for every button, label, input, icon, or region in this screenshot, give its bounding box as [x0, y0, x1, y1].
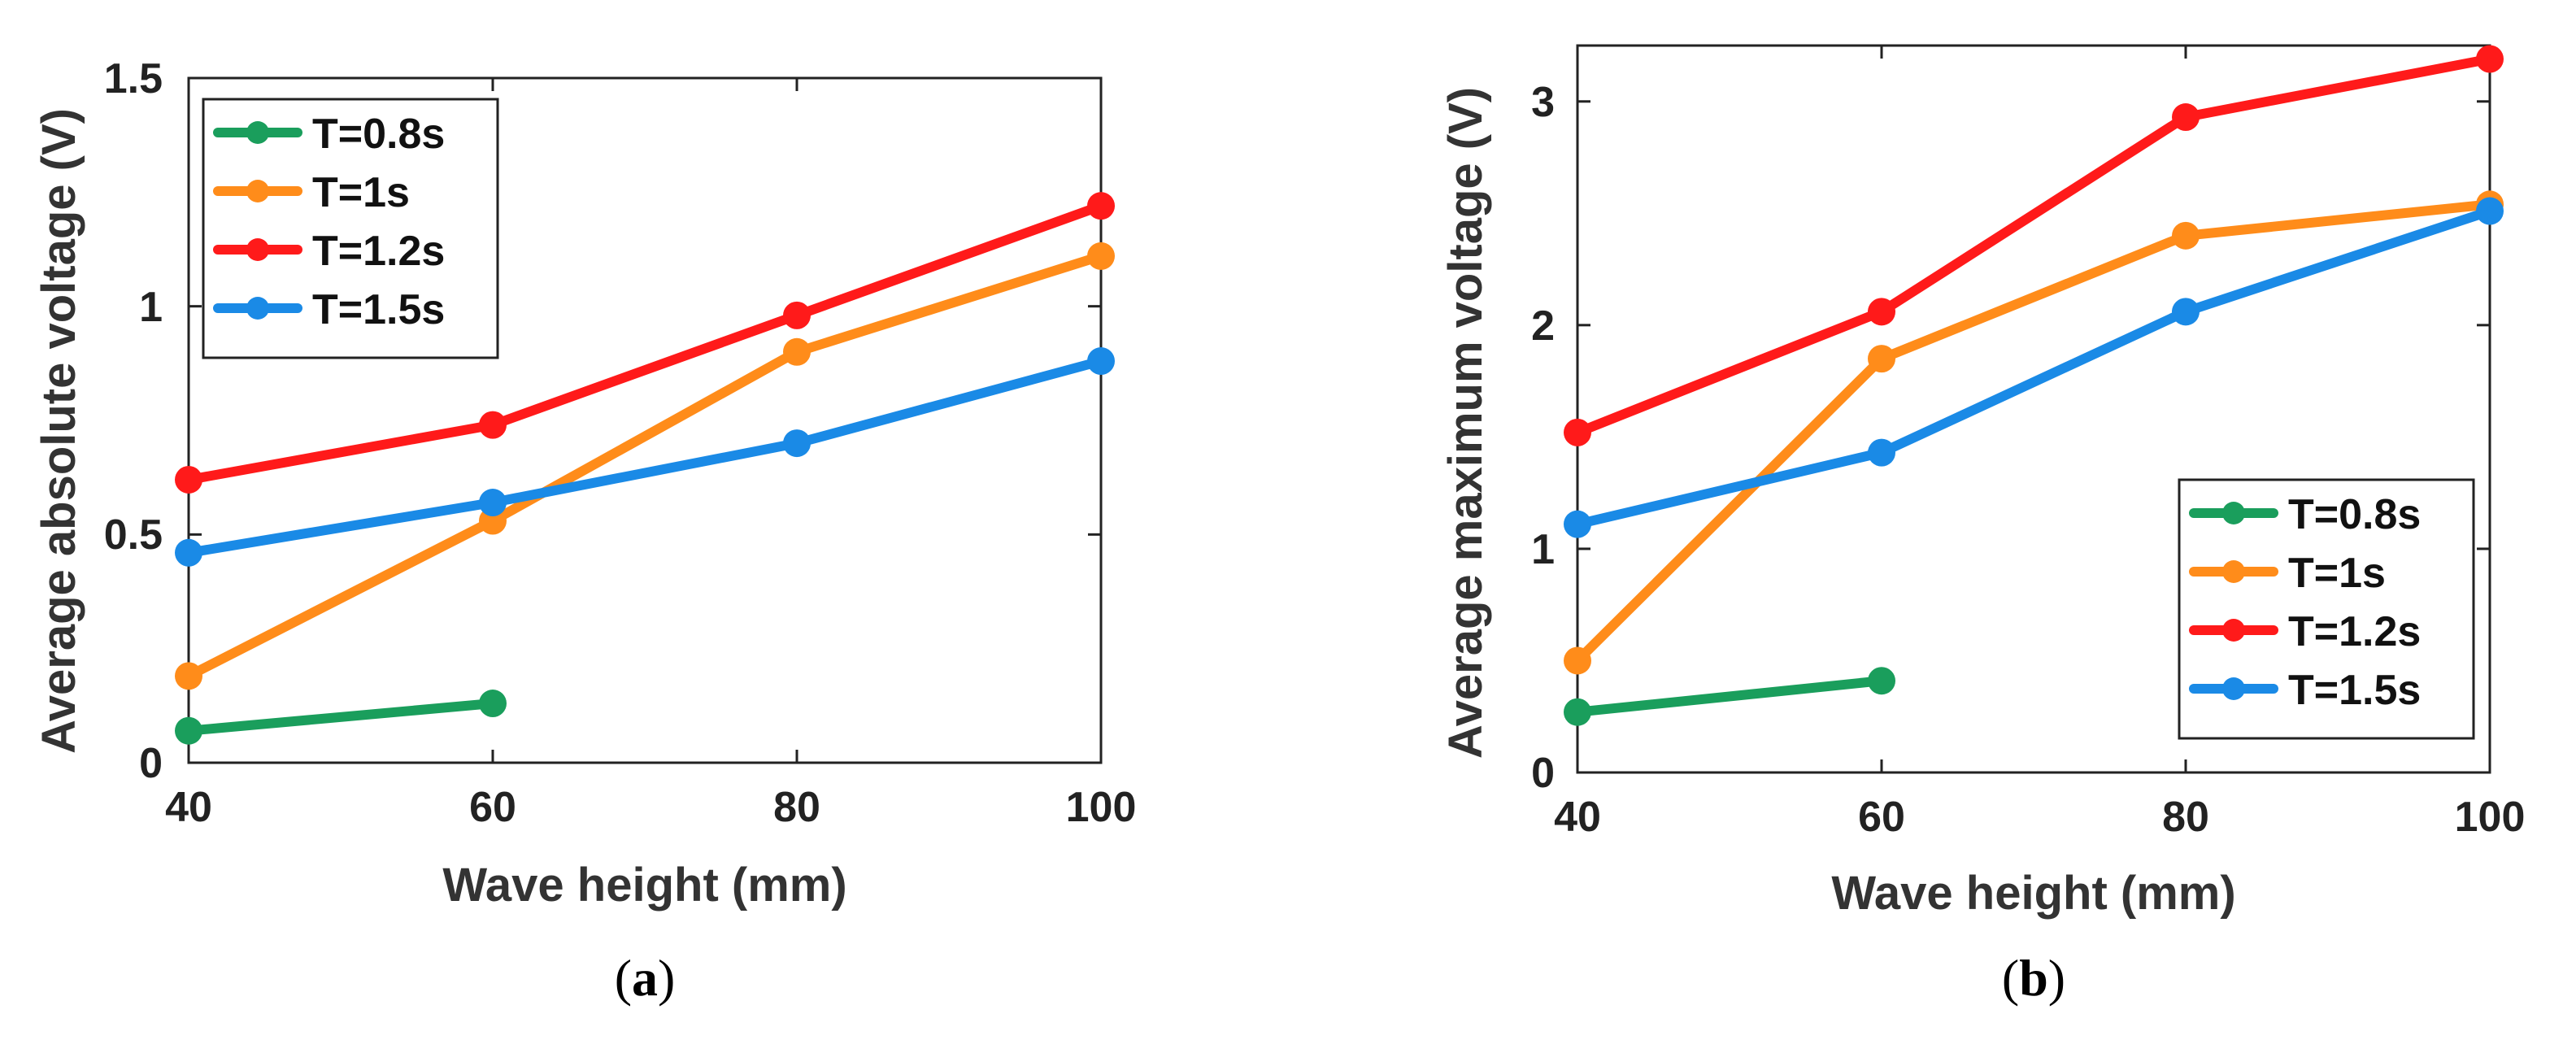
- xtick-label-b-0: 40: [1554, 794, 1601, 841]
- xtick-labels-b: 40 60 80 100: [1554, 794, 2525, 841]
- series-a: [175, 192, 1115, 745]
- data-point-a-2-0: [175, 465, 202, 494]
- data-point-a-2-2: [783, 301, 811, 329]
- series-line-a-2: [184, 201, 1106, 485]
- data-point-a-1-3: [1087, 242, 1115, 270]
- ticks-a: [187, 76, 1103, 764]
- ytick-label-a-1: 0.5: [104, 511, 163, 559]
- legend-marker-b-1: [2222, 560, 2245, 583]
- x-axis-title-a: Wave height (mm): [442, 859, 846, 912]
- ytick-label-b-2: 2: [1531, 302, 1555, 350]
- series-line-b-1: [1573, 199, 2495, 666]
- legend-item-b-0: T=0.8s: [2189, 491, 2421, 538]
- data-point-b-2-0: [1564, 418, 1591, 446]
- data-point-a-2-1: [479, 411, 507, 439]
- data-point-b-2-3: [2476, 45, 2504, 73]
- y-axis-title-b: Average maximum voltage (V): [1439, 87, 1492, 759]
- xtick-label-b-1: 60: [1858, 794, 1905, 841]
- legend-marker-a-2: [246, 238, 269, 261]
- xtick-label-a-2: 80: [773, 784, 820, 831]
- ytick-label-b-1: 1: [1531, 526, 1555, 573]
- y-axis-title-a: Average absolute voltage (V): [33, 108, 85, 754]
- data-point-b-2-1: [1868, 298, 1895, 326]
- x-axis-title-b: Wave height (mm): [1831, 867, 2235, 920]
- caption-b-letter: b: [2019, 949, 2048, 1007]
- data-point-a-3-0: [175, 538, 202, 567]
- legend-item-b-2: T=1.2s: [2189, 608, 2421, 655]
- data-point-b-3-0: [1564, 510, 1591, 538]
- legend-label-b-2: T=1.2s: [2288, 608, 2421, 655]
- series-line-a-0: [184, 698, 498, 736]
- data-point-a-1-0: [175, 662, 202, 690]
- legend-label-b-1: T=1s: [2288, 550, 2386, 597]
- data-point-a-1-2: [783, 337, 811, 366]
- legend-marker-a-0: [246, 121, 269, 144]
- ytick-label-a-3: 1.5: [104, 55, 163, 102]
- legend-label-a-1: T=1s: [312, 169, 410, 216]
- legend-label-b-0: T=0.8s: [2288, 491, 2421, 538]
- xtick-label-b-3: 100: [2455, 794, 2526, 841]
- legend-item-a-1: T=1s: [213, 169, 410, 216]
- caption-a-letter: a: [632, 949, 658, 1007]
- legend-label-a-2: T=1.2s: [312, 228, 445, 275]
- series-b: [1564, 45, 2504, 726]
- ytick-label-a-2: 1: [139, 284, 163, 331]
- legend-marker-b-0: [2222, 502, 2245, 524]
- legend-label-a-3: T=1.5s: [312, 286, 445, 333]
- xtick-label-b-2: 80: [2162, 794, 2209, 841]
- ytick-labels-a: 0 0.5 1 1.5: [104, 55, 163, 787]
- data-point-a-0-0: [175, 716, 202, 745]
- panel-a: 0 0.5 1 1.5 40 60 80 100 Wave height (mm…: [33, 55, 1136, 1007]
- series-line-b-0: [1573, 676, 1886, 717]
- caption-b: (b): [2002, 949, 2065, 1007]
- ytick-label-b-0: 0: [1531, 750, 1555, 797]
- data-point-b-2-2: [2172, 103, 2200, 132]
- caption-a: (a): [615, 949, 676, 1007]
- data-point-a-0-1: [479, 690, 507, 718]
- legend-a: T=0.8s T=1s T=1.2s T=1.5s: [202, 98, 499, 359]
- legend-marker-b-2: [2222, 619, 2245, 642]
- legend-marker-b-3: [2222, 677, 2245, 700]
- xtick-labels-a: 40 60 80 100: [165, 784, 1136, 831]
- data-point-b-3-2: [2172, 298, 2200, 326]
- data-point-b-3-3: [2476, 197, 2504, 225]
- legend-label-a-0: T=0.8s: [312, 111, 445, 158]
- legend-b: T=0.8s T=1s T=1.2s T=1.5s: [2178, 478, 2475, 740]
- data-point-a-3-1: [479, 489, 507, 517]
- data-point-b-3-1: [1868, 438, 1895, 467]
- legend-item-a-2: T=1.2s: [213, 228, 445, 275]
- legend-item-b-3: T=1.5s: [2189, 667, 2421, 714]
- legend-item-a-0: T=0.8s: [213, 111, 445, 158]
- data-point-b-0-0: [1564, 698, 1591, 726]
- data-point-b-1-0: [1564, 646, 1591, 675]
- xtick-label-a-0: 40: [165, 784, 212, 831]
- data-point-b-1-2: [2172, 221, 2200, 250]
- series-line-a-1: [184, 250, 1106, 681]
- ytick-labels-b: 0 1 2 3: [1531, 79, 1555, 797]
- panel-b: 0 1 2 3 40 60 80 100 Wave height (mm) Av…: [1439, 44, 2525, 1007]
- series-line-b-2: [1573, 54, 2495, 437]
- series-line-b-3: [1573, 206, 2495, 529]
- data-point-b-1-1: [1868, 345, 1895, 373]
- data-point-b-0-1: [1868, 667, 1895, 695]
- legend-marker-a-3: [246, 297, 269, 320]
- legend-item-a-3: T=1.5s: [213, 286, 445, 333]
- ytick-label-b-3: 3: [1531, 79, 1555, 126]
- legend-marker-a-1: [246, 180, 269, 202]
- legend-item-b-1: T=1s: [2189, 550, 2386, 597]
- xtick-label-a-1: 60: [469, 784, 516, 831]
- ytick-label-a-0: 0: [139, 740, 163, 787]
- xtick-label-a-3: 100: [1066, 784, 1137, 831]
- series-line-a-3: [184, 356, 1106, 558]
- data-point-a-3-2: [783, 429, 811, 458]
- data-point-a-2-3: [1087, 192, 1115, 220]
- legend-label-b-3: T=1.5s: [2288, 667, 2421, 714]
- data-point-a-3-3: [1087, 347, 1115, 376]
